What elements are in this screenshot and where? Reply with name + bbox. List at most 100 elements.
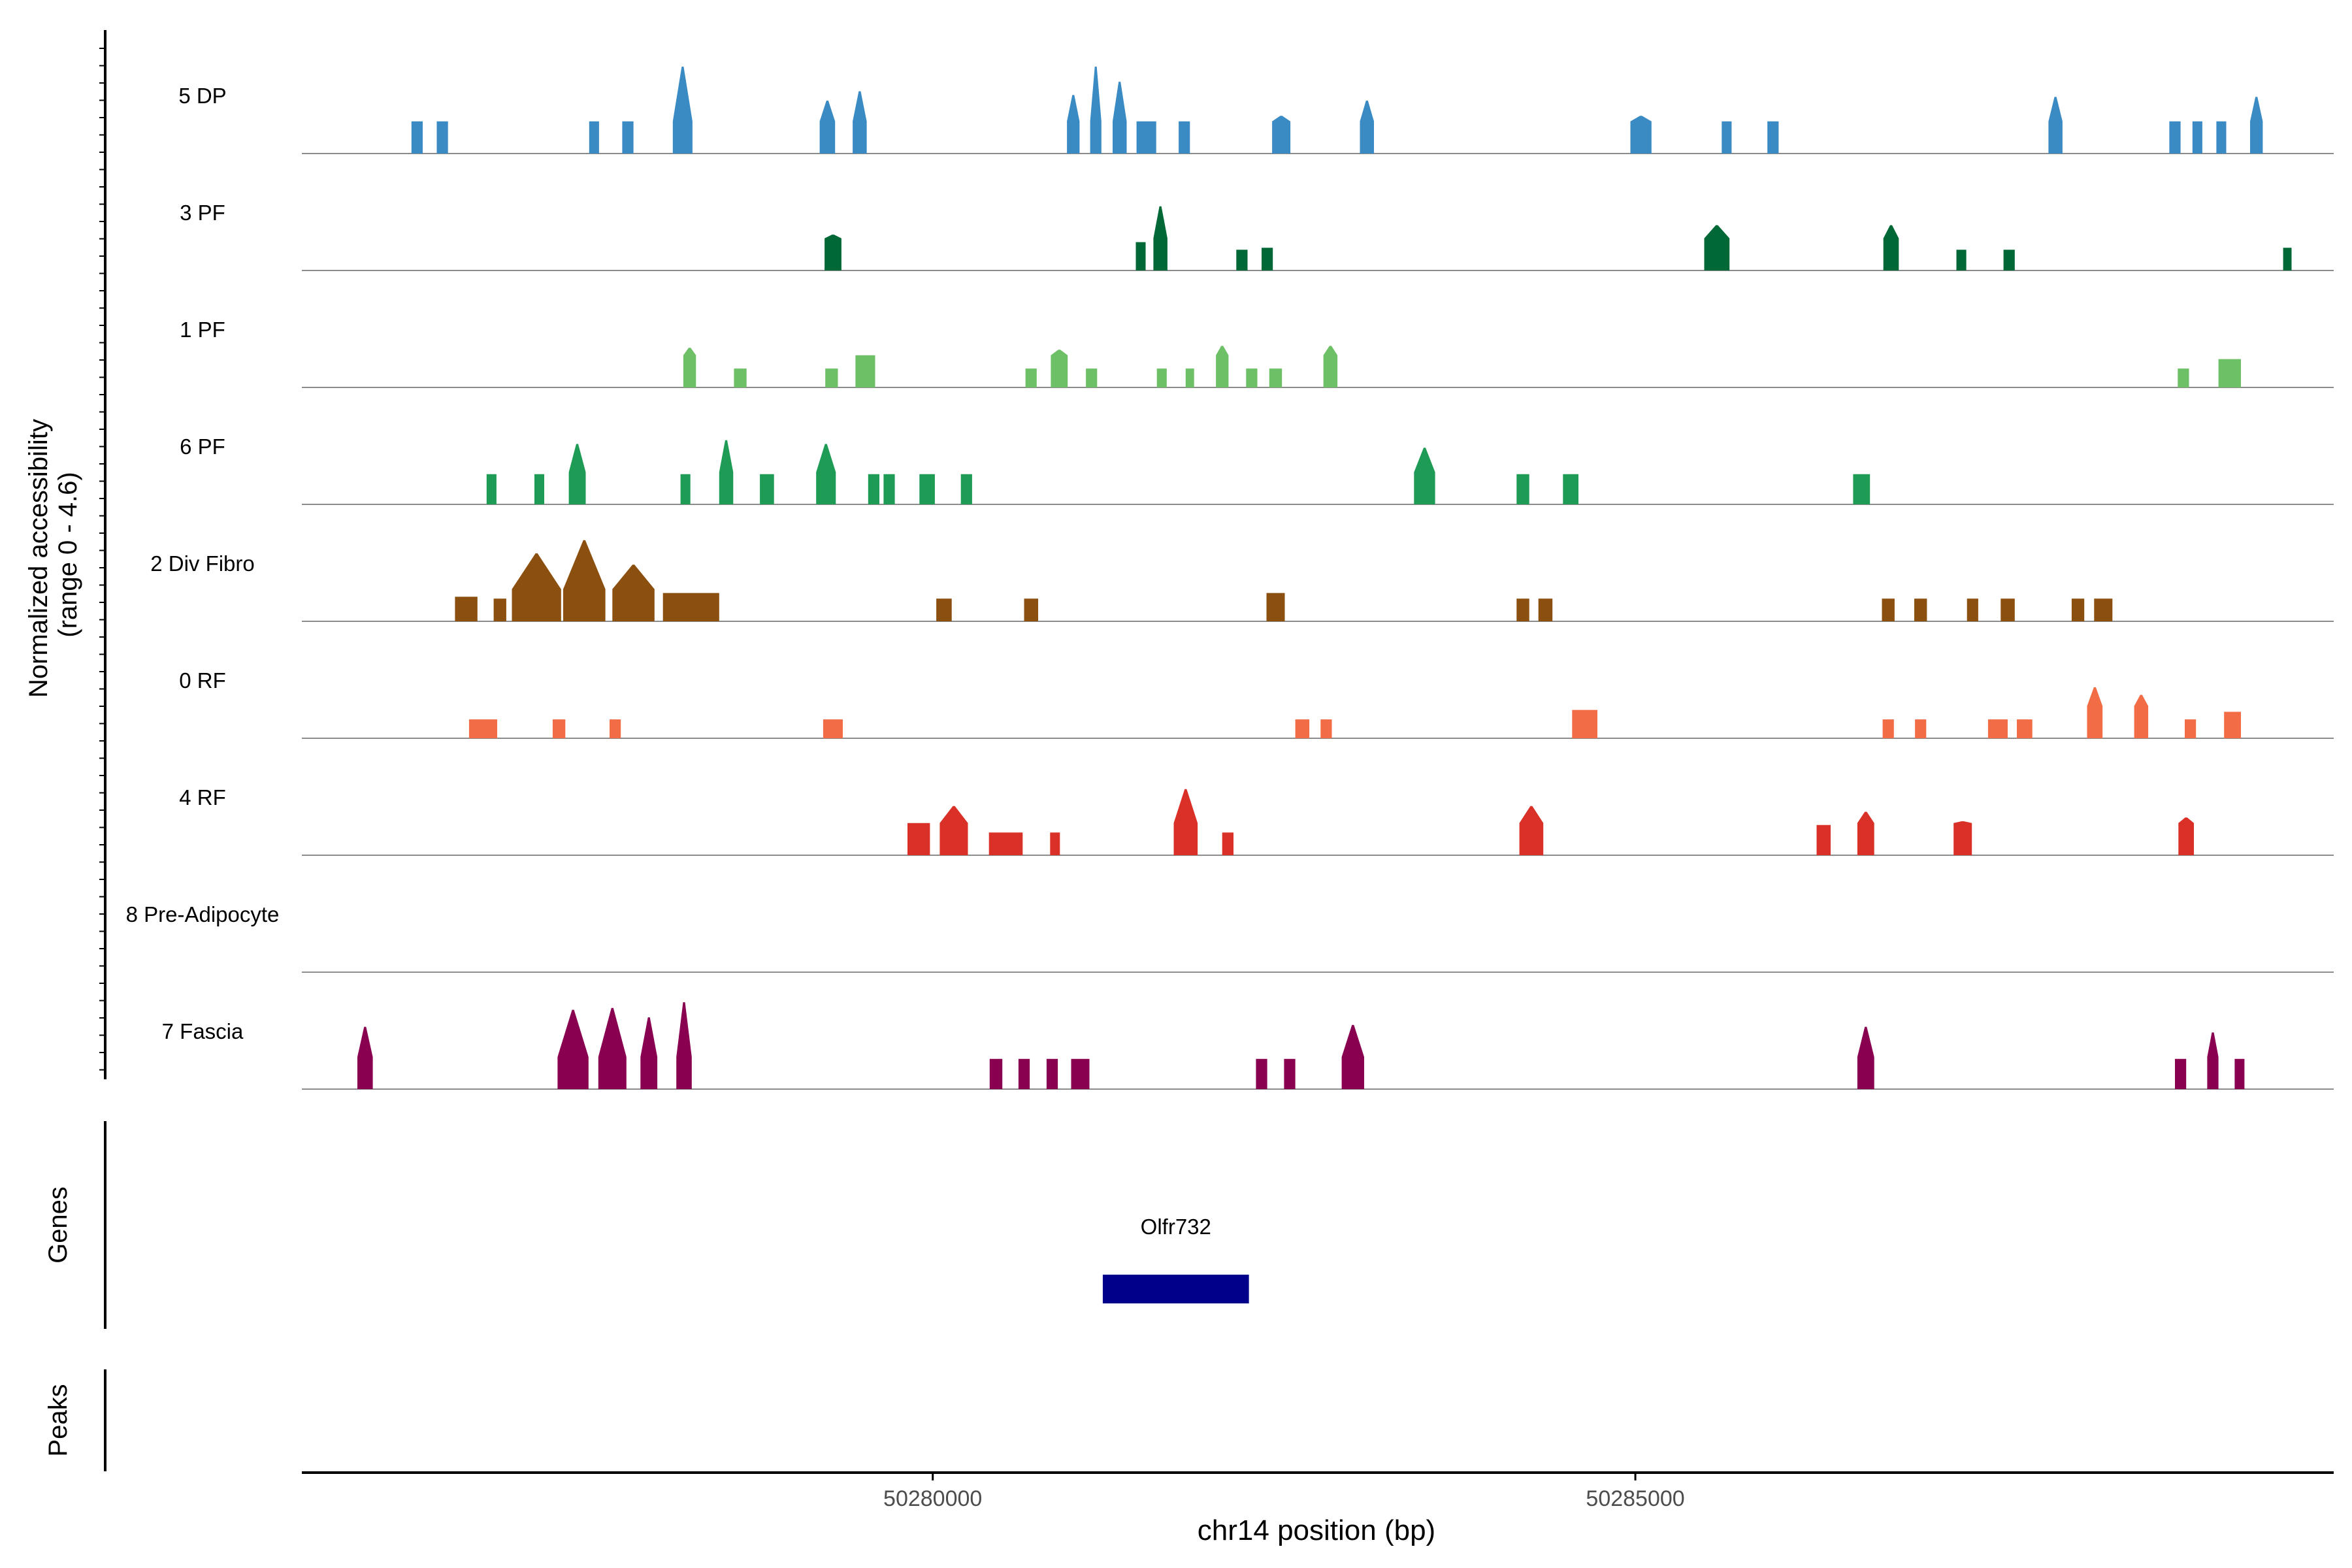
accessibility-peak <box>719 440 734 504</box>
x-tick-label: 50280000 <box>883 1486 982 1511</box>
accessibility-peak <box>2134 694 2149 738</box>
track-label: 4 RF <box>179 785 226 809</box>
accessibility-peak <box>2185 719 2197 738</box>
accessibility-peak <box>1173 789 1198 855</box>
accessibility-peak <box>2283 248 2292 270</box>
accessibility-peak <box>1284 1058 1296 1089</box>
genes-panel-label: Genes <box>44 1186 73 1264</box>
accessibility-peak <box>2250 97 2263 154</box>
accessibility-peak <box>1915 719 1927 738</box>
accessibility-peak <box>1987 719 2008 738</box>
accessibility-peak <box>2175 1058 2187 1089</box>
y-axis-label: Normalized accessibility (range 0 - 4.6) <box>24 412 82 698</box>
accessibility-peak <box>1136 121 1156 154</box>
accessibility-peak <box>825 368 838 387</box>
accessibility-peak <box>563 540 606 621</box>
accessibility-peak <box>534 474 544 504</box>
accessibility-peak <box>936 598 952 621</box>
accessibility-peak <box>640 1017 658 1089</box>
track-area: 5 DP 3 PF 1 PF 6 PF 2 Div Fibro 0 RF 4 RF 8 Pre… <box>126 67 2334 1090</box>
accessibility-peak <box>1967 598 1978 621</box>
accessibility-peak <box>589 121 599 154</box>
accessibility-peak <box>907 823 930 855</box>
accessibility-peak <box>1853 474 1870 504</box>
accessibility-peak <box>1216 346 1229 387</box>
accessibility-peak <box>1563 474 1578 504</box>
accessibility-peak <box>2094 598 2113 621</box>
accessibility-peak <box>357 1026 373 1089</box>
accessibility-peak <box>1051 350 1068 387</box>
accessibility-peak <box>1135 242 1146 270</box>
accessibility-peak <box>1156 368 1167 387</box>
track-3-pf: 3 PF <box>180 201 2334 271</box>
accessibility-peak <box>1269 368 1282 387</box>
accessibility-peak <box>2216 121 2227 154</box>
accessibility-peak <box>2003 250 2015 270</box>
accessibility-peak <box>662 593 719 621</box>
accessibility-peak <box>1414 448 1435 504</box>
track-label: 6 PF <box>180 434 225 459</box>
accessibility-peak <box>1857 1026 1874 1089</box>
accessibility-peak <box>557 1009 589 1089</box>
x-tick-label: 50285000 <box>1586 1486 1684 1511</box>
accessibility-peak <box>853 91 867 154</box>
accessibility-peak <box>2234 1058 2245 1089</box>
accessibility-peak <box>883 474 895 504</box>
track-label: 8 Pre-Adipocyte <box>126 902 280 926</box>
accessibility-peak <box>1882 598 1895 621</box>
accessibility-peak <box>1953 821 1972 855</box>
accessibility-peak <box>468 719 497 738</box>
accessibility-peak <box>1883 225 1899 270</box>
track-label: 7 Fascia <box>162 1019 244 1043</box>
accessibility-peak <box>2178 817 2194 855</box>
accessibility-peak <box>1516 474 1529 504</box>
accessibility-peak <box>1323 346 1338 387</box>
accessibility-peak <box>552 719 566 738</box>
accessibility-peak <box>411 121 423 154</box>
accessibility-peak <box>1067 95 1080 154</box>
accessibility-peak <box>1341 1024 1364 1089</box>
accessibility-peak <box>1050 832 1060 855</box>
accessibility-peak <box>2169 121 2181 154</box>
accessibility-peak <box>1246 368 1258 387</box>
track-4-rf: 4 RF <box>179 785 2334 856</box>
accessibility-peak <box>598 1007 627 1089</box>
accessibility-peak <box>680 474 691 504</box>
accessibility-peak <box>919 474 935 504</box>
accessibility-peak <box>683 348 696 387</box>
accessibility-peak <box>486 474 497 504</box>
accessibility-peak <box>823 719 843 738</box>
track-label: 0 RF <box>179 668 226 693</box>
track-0-rf: 0 RF <box>179 668 2334 739</box>
accessibility-peak <box>2218 359 2241 387</box>
accessibility-peak <box>1630 116 1652 154</box>
accessibility-peak <box>2192 121 2202 154</box>
accessibility-peak <box>1024 598 1038 621</box>
accessibility-peak <box>676 1002 692 1089</box>
accessibility-peak <box>988 832 1023 855</box>
accessibility-peak <box>1179 121 1190 154</box>
accessibility-peak <box>2017 719 2033 738</box>
accessibility-peak <box>2087 687 2103 738</box>
accessibility-peak <box>1360 101 1374 154</box>
accessibility-peak <box>1113 82 1127 154</box>
accessibility-peak <box>610 719 621 738</box>
track-label: 2 Div Fibro <box>150 551 255 576</box>
accessibility-peak <box>1153 206 1168 270</box>
accessibility-peak <box>1266 593 1285 621</box>
peaks-panel-label: Peaks <box>44 1384 73 1456</box>
accessibility-peak <box>455 596 478 621</box>
track-label: 3 PF <box>180 201 225 225</box>
accessibility-peak <box>1071 1058 1090 1089</box>
accessibility-peak <box>1320 719 1332 738</box>
accessibility-peak <box>568 444 586 504</box>
accessibility-peak <box>816 444 836 504</box>
accessibility-peak <box>1185 368 1194 387</box>
track-5-dp: 5 DP <box>178 67 2334 154</box>
accessibility-peak <box>868 474 879 504</box>
accessibility-peak <box>1767 121 1779 154</box>
track-8-pre-adipocyte: 8 Pre-Adipocyte <box>126 902 2334 973</box>
accessibility-peak <box>960 474 972 504</box>
accessibility-peak <box>1516 598 1529 621</box>
